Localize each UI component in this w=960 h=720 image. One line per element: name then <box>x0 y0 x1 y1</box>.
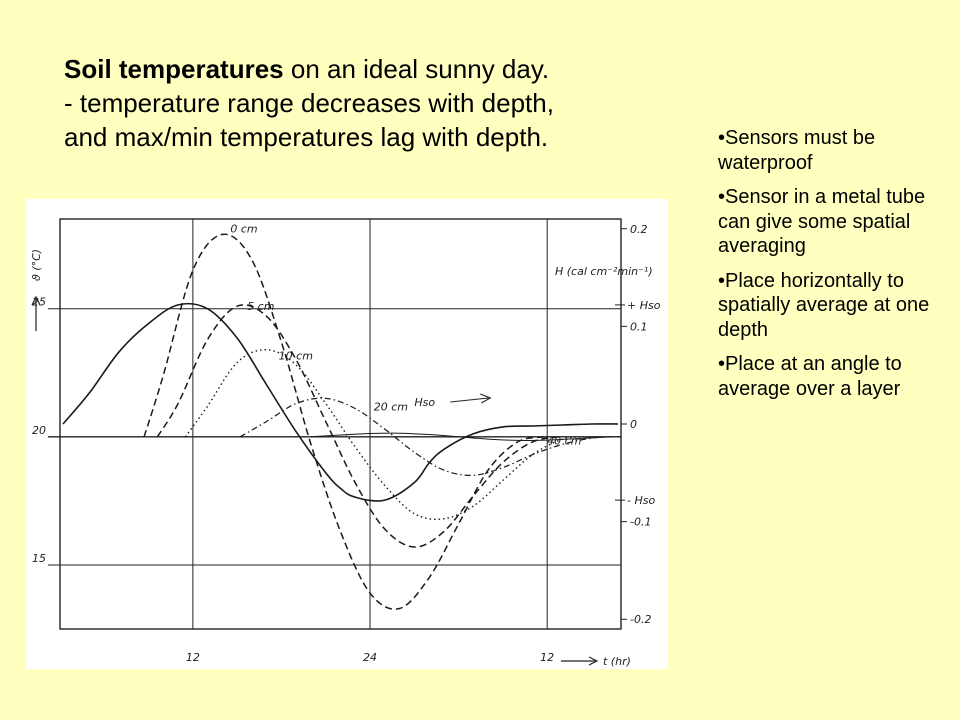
series-line-hso <box>62 302 619 502</box>
series-line-10-cm <box>184 348 585 521</box>
y-left-tick-label: 20 <box>32 424 46 437</box>
y-right-tick-label: 0 <box>630 418 637 431</box>
note-item: •Sensor in a metal tube can give some sp… <box>718 186 926 257</box>
series-line-0-cm <box>143 233 545 610</box>
hso-mark-label: + Hso <box>627 299 661 312</box>
chart-axes <box>31 218 627 666</box>
soil-temperature-figure: 12 24 12 25 20 15 0.2 0.1 0 -0.1 -0.2 + Hso - Hso ϑ (… <box>26 199 668 669</box>
y-right-tick-label: -0.1 <box>630 516 651 529</box>
series-label: Hso <box>414 396 435 409</box>
series-label: 5 cm <box>247 300 274 313</box>
x-tick-label: 12 <box>186 651 200 664</box>
series-line-5-cm <box>156 304 560 548</box>
headline-line-2: - temperature range decreases with depth… <box>64 88 554 118</box>
series-line-40-cm <box>310 432 622 441</box>
note-item: •Place horizontally to spatially average… <box>718 269 930 341</box>
headline-bold: Soil temperatures <box>64 54 284 84</box>
x-axis-arrow-head <box>588 656 599 666</box>
y-left-tick-label: 25 <box>32 296 46 309</box>
series-label: 0 cm <box>230 222 257 235</box>
chart-series <box>62 233 622 610</box>
headline: Soil temperatures on an ideal sunny day.… <box>64 52 704 154</box>
x-tick-label: 24 <box>363 651 377 664</box>
hso-arrow <box>450 397 489 403</box>
y-left-axis-label: ϑ (°C) <box>30 249 43 281</box>
series-label: 10 cm <box>279 350 313 363</box>
y-right-tick-label: 0.2 <box>630 223 648 236</box>
hso-mark-label: - Hso <box>627 494 655 507</box>
plot-frame <box>59 218 622 630</box>
soil-temperature-chart: 12 24 12 25 20 15 0.2 0.1 0 -0.1 -0.2 + Hso - Hso ϑ (… <box>30 218 661 668</box>
y-axis-arrow-head <box>31 295 41 306</box>
chart-labels: 12 24 12 25 20 15 0.2 0.1 0 -0.1 -0.2 + Hso - Hso ϑ (… <box>30 222 661 668</box>
y-right-tick-label: 0.1 <box>630 320 648 333</box>
series-label: 40 cm <box>547 435 581 448</box>
chart-grid <box>48 219 621 629</box>
y-right-axis-label: H (cal cm⁻²min⁻¹) <box>555 265 653 278</box>
bullet-notes: •Sensors must be waterproof •Sensor in a… <box>718 126 943 411</box>
headline-line-1-rest: on an ideal sunny day. <box>283 54 550 84</box>
x-tick-label: 12 <box>540 651 554 664</box>
y-right-tick-label: -0.2 <box>630 613 651 626</box>
hso-arrow-head <box>480 393 492 404</box>
headline-line-3: and max/min temperatures lag with depth. <box>64 122 549 152</box>
note-item: •Place at an angle to average over a lay… <box>718 353 902 400</box>
series-label: 20 cm <box>374 400 408 413</box>
y-left-tick-label: 15 <box>32 552 46 565</box>
x-axis-label: t (hr) <box>603 655 631 668</box>
headline-line-1: Soil temperatures on an ideal sunny day. <box>64 52 704 86</box>
note-item: •Sensors must be waterproof <box>718 127 876 174</box>
